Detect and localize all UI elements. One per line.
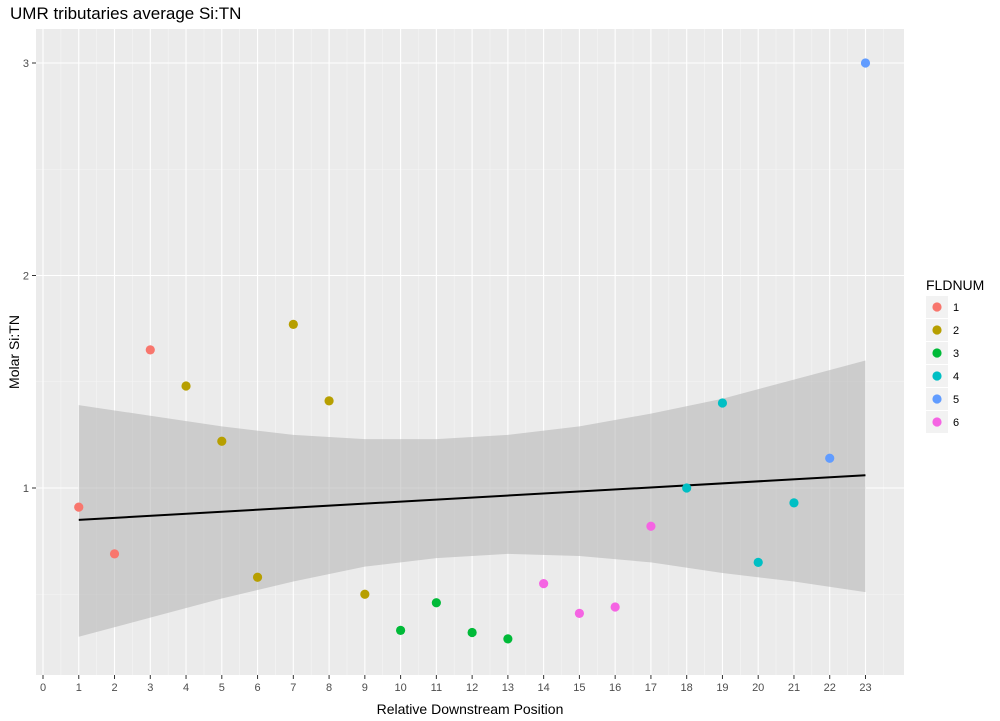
legend-swatch bbox=[932, 302, 942, 312]
legend-label: 6 bbox=[953, 417, 959, 429]
y-tick-label: 3 bbox=[23, 58, 29, 70]
data-point bbox=[324, 396, 334, 406]
data-point bbox=[396, 625, 406, 635]
legend-title: FLDNUM bbox=[926, 277, 984, 293]
legend-swatch bbox=[932, 348, 942, 358]
data-point bbox=[753, 557, 763, 567]
data-point bbox=[682, 483, 692, 493]
data-point bbox=[539, 579, 549, 589]
x-tick-label: 20 bbox=[752, 682, 764, 694]
x-tick-label: 18 bbox=[681, 682, 693, 694]
x-tick-label: 5 bbox=[219, 682, 225, 694]
legend-swatch bbox=[932, 325, 942, 335]
data-point bbox=[181, 381, 191, 391]
x-tick-label: 3 bbox=[147, 682, 153, 694]
data-point bbox=[860, 58, 871, 68]
y-axis-ticks: 1 2 3 bbox=[23, 58, 36, 495]
data-point bbox=[431, 598, 441, 608]
legend-label: 2 bbox=[953, 325, 959, 337]
x-tick-label: 11 bbox=[431, 682, 442, 694]
x-tick-label: 13 bbox=[502, 682, 514, 694]
x-tick-label: 8 bbox=[326, 682, 332, 694]
data-point bbox=[825, 453, 835, 463]
y-axis-label: Molar Si:TN bbox=[6, 315, 22, 389]
x-tick-label: 17 bbox=[645, 682, 657, 694]
x-tick-label: 7 bbox=[290, 682, 296, 694]
x-tick-label: 21 bbox=[788, 682, 800, 694]
legend-swatch bbox=[932, 371, 942, 381]
legend: FLDNUM 1 2 3 4 5 6 bbox=[926, 277, 984, 433]
legend-swatch bbox=[932, 417, 942, 427]
data-point bbox=[717, 398, 728, 408]
x-tick-label: 10 bbox=[394, 682, 406, 694]
data-point bbox=[503, 634, 513, 644]
data-point bbox=[646, 521, 656, 531]
x-axis-ticks: 0 1 2 3 4 5 6 7 8 9 10 11 12 13 14 15 16 17 18 19 20 21 22 23 bbox=[40, 675, 872, 694]
confidence-band bbox=[78, 360, 866, 637]
x-tick-label: 12 bbox=[466, 682, 478, 694]
legend-swatch bbox=[932, 394, 942, 404]
data-point bbox=[109, 549, 120, 559]
legend-label: 1 bbox=[953, 302, 959, 314]
data-point bbox=[217, 436, 227, 446]
x-axis-label: Relative Downstream Position bbox=[377, 701, 564, 717]
x-tick-label: 19 bbox=[716, 682, 728, 694]
x-tick-label: 4 bbox=[183, 682, 189, 694]
data-point bbox=[467, 627, 477, 638]
x-tick-label: 2 bbox=[111, 682, 117, 694]
data-point bbox=[252, 572, 263, 582]
x-tick-label: 23 bbox=[859, 682, 871, 694]
data-point bbox=[288, 319, 298, 329]
x-tick-label: 6 bbox=[254, 682, 260, 694]
x-tick-label: 15 bbox=[573, 682, 585, 694]
regression-line bbox=[78, 474, 866, 521]
x-tick-label: 16 bbox=[609, 682, 621, 694]
data-point bbox=[610, 602, 620, 612]
x-tick-label: 1 bbox=[76, 682, 82, 694]
chart-title: UMR tributaries average Si:TN bbox=[10, 4, 241, 23]
y-tick-label: 1 bbox=[23, 483, 29, 495]
legend-label: 5 bbox=[953, 394, 959, 406]
x-tick-label: 0 bbox=[40, 682, 46, 694]
legend-label: 3 bbox=[953, 348, 959, 360]
data-point bbox=[145, 345, 155, 355]
legend-label: 4 bbox=[953, 371, 959, 383]
data-point bbox=[574, 608, 585, 618]
x-tick-label: 22 bbox=[824, 682, 836, 694]
data-point bbox=[789, 498, 799, 508]
data-point bbox=[360, 589, 370, 599]
y-tick-label: 2 bbox=[23, 271, 29, 283]
x-tick-label: 9 bbox=[362, 682, 368, 694]
data-points bbox=[74, 58, 871, 644]
data-point bbox=[74, 502, 84, 512]
x-tick-label: 14 bbox=[538, 682, 550, 694]
